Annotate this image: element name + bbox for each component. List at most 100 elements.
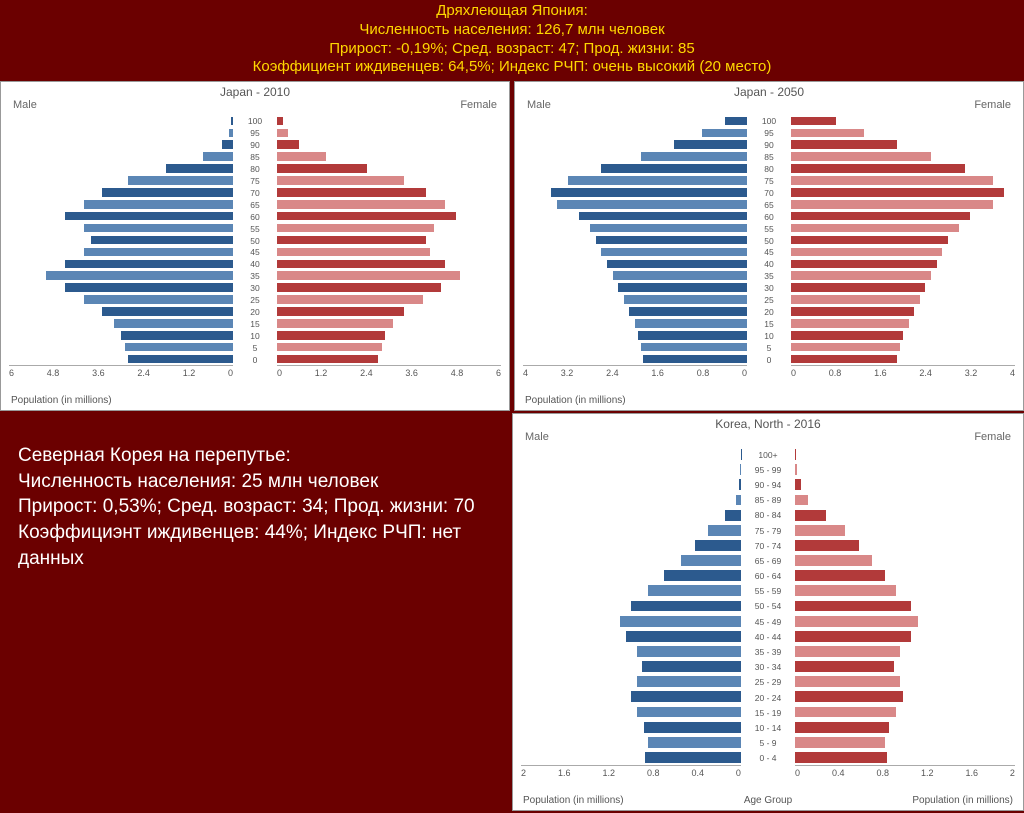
male-bar: [523, 270, 747, 282]
age-label: 80: [747, 163, 791, 175]
side-text-block: Северная Корея на перепутье: Численность…: [0, 413, 508, 813]
male-bar: [523, 210, 747, 222]
age-label: 95: [747, 127, 791, 139]
female-label: Female: [974, 431, 1011, 443]
xtick: 0.8: [697, 368, 710, 378]
female-bar: [277, 306, 501, 318]
male-bar: [521, 583, 741, 598]
age-label: 70: [233, 187, 277, 199]
xtick: 0.4: [691, 768, 704, 778]
age-label: 0 - 4: [741, 751, 795, 766]
xtick: 0.8: [876, 768, 889, 778]
male-bar: [521, 720, 741, 735]
age-label: 55: [233, 223, 277, 235]
female-label: Female: [460, 99, 497, 111]
age-label: 60: [747, 211, 791, 223]
female-bar: [277, 329, 501, 341]
age-label: 20: [233, 306, 277, 318]
male-bar: [523, 198, 747, 210]
age-label: 100+: [741, 447, 795, 462]
male-bar: [521, 614, 741, 629]
male-bar: [523, 127, 747, 139]
xtick: 1.2: [183, 368, 196, 378]
male-bar: [523, 151, 747, 163]
female-bar: [795, 447, 1015, 462]
female-bar: [277, 341, 501, 353]
age-label: 45: [233, 246, 277, 258]
male-label: Male: [13, 99, 37, 111]
side-text-line: Численность населения: 25 млн человек: [18, 469, 490, 495]
age-label: 40: [233, 258, 277, 270]
female-bar: [277, 258, 501, 270]
male-bar: [9, 270, 233, 282]
female-bar: [277, 270, 501, 282]
female-bar: [277, 175, 501, 187]
age-label: 15: [233, 318, 277, 330]
xtick: 0.8: [829, 368, 842, 378]
male-bar: [9, 151, 233, 163]
x-axis-label: Population (in millions): [523, 795, 624, 806]
age-label: 95 - 99: [741, 462, 795, 477]
female-bar: [277, 210, 501, 222]
male-bar: [9, 210, 233, 222]
x-axis-label: Population (in millions): [525, 395, 626, 406]
male-bar: [521, 477, 741, 492]
age-label: 30: [233, 282, 277, 294]
age-label: 30 - 34: [741, 660, 795, 675]
xtick: 4.8: [47, 368, 60, 378]
female-bar: [795, 735, 1015, 750]
xtick: 2.4: [360, 368, 373, 378]
female-bar: [791, 175, 1015, 187]
male-bar: [523, 317, 747, 329]
age-label: 20 - 24: [741, 690, 795, 705]
age-label: 30: [747, 282, 791, 294]
female-bar: [791, 139, 1015, 151]
age-label: 80 - 84: [741, 508, 795, 523]
male-bar: [9, 341, 233, 353]
chart-title: Japan - 2050: [515, 82, 1023, 99]
x-axis-label: Population (in millions): [11, 395, 112, 406]
female-bar: [791, 151, 1015, 163]
male-bar: [9, 246, 233, 258]
male-bar: [521, 553, 741, 568]
female-bar: [795, 614, 1015, 629]
male-label: Male: [527, 99, 551, 111]
female-bar: [791, 234, 1015, 246]
age-label: 55: [747, 223, 791, 235]
female-bar: [791, 163, 1015, 175]
header-line: Дряхлеющая Япония:: [10, 2, 1014, 21]
xtick: 4: [1010, 368, 1015, 378]
age-label: 5 - 9: [741, 736, 795, 751]
male-bar: [523, 115, 747, 127]
female-bar: [277, 186, 501, 198]
female-bar: [791, 294, 1015, 306]
male-bar: [9, 186, 233, 198]
age-label: 75 - 79: [741, 523, 795, 538]
age-label: 0: [747, 354, 791, 366]
xtick: 1.2: [315, 368, 328, 378]
xtick: 6: [496, 368, 501, 378]
slide-header: Дряхлеющая Япония: Численность населения…: [0, 0, 1024, 81]
xtick: 1.6: [651, 368, 664, 378]
male-bar: [9, 115, 233, 127]
age-label: 65: [747, 199, 791, 211]
female-bar: [791, 258, 1015, 270]
age-label: 75: [233, 175, 277, 187]
xtick: 6: [9, 368, 14, 378]
age-label: 80: [233, 163, 277, 175]
age-label: 90: [233, 139, 277, 151]
xtick: 2: [521, 768, 526, 778]
male-bar: [9, 127, 233, 139]
age-label: 45 - 49: [741, 614, 795, 629]
xtick: 2.4: [919, 368, 932, 378]
female-bar: [791, 329, 1015, 341]
male-bar: [523, 175, 747, 187]
male-bar: [523, 163, 747, 175]
female-bar: [277, 163, 501, 175]
xtick: 1.6: [558, 768, 571, 778]
side-text-line: Северная Корея на перепутье:: [18, 443, 490, 469]
female-label: Female: [974, 99, 1011, 111]
male-bar: [521, 644, 741, 659]
male-bar: [9, 175, 233, 187]
male-bar: [523, 282, 747, 294]
